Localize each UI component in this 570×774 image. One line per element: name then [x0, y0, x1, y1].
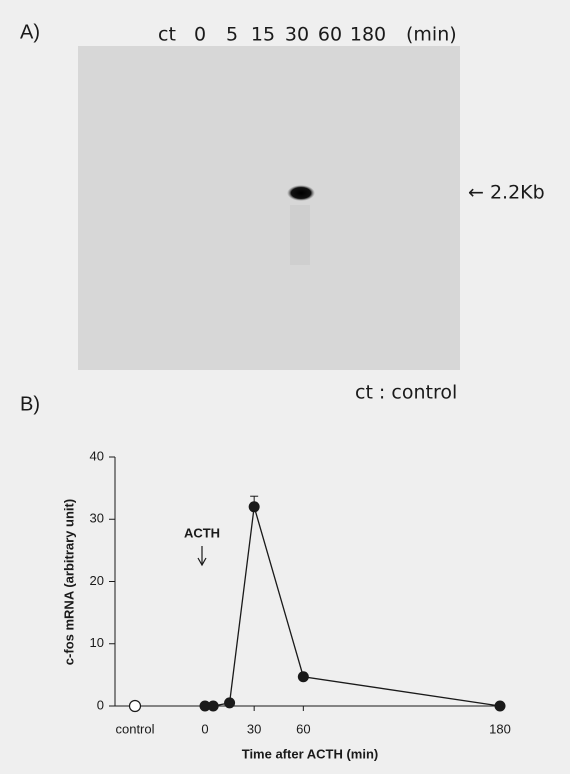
- annotation: ACTH: [184, 525, 220, 540]
- y-tick-label: 0: [97, 697, 104, 712]
- point: [208, 701, 219, 712]
- lane-label: 15: [251, 24, 275, 46]
- page: A) ct05153060180 (min) ← 2.2Kb ct : cont…: [0, 0, 570, 774]
- y-tick-label: 40: [90, 448, 104, 463]
- control-point: [130, 701, 141, 712]
- panel-label: B): [20, 393, 40, 415]
- lane-unit: (min): [406, 24, 457, 46]
- band-label: ← 2.2Kb: [468, 182, 545, 204]
- lane-label: 60: [318, 24, 342, 46]
- series-line: [205, 507, 500, 706]
- x-tick-label: control: [115, 721, 154, 736]
- lane-label: 5: [226, 24, 238, 46]
- blot-band: [287, 185, 315, 201]
- point: [495, 701, 506, 712]
- point: [224, 697, 235, 708]
- point: [298, 671, 309, 682]
- panel-label: A): [20, 21, 40, 43]
- y-tick-label: 20: [90, 573, 104, 588]
- y-tick-label: 30: [90, 511, 104, 526]
- lane-label: 180: [350, 24, 386, 46]
- x-tick-label: 0: [201, 721, 208, 736]
- lane-label: 30: [285, 24, 309, 46]
- point: [249, 501, 260, 512]
- blot-smear: [290, 205, 310, 265]
- figure: A) ct05153060180 (min) ← 2.2Kb ct : cont…: [0, 0, 570, 774]
- x-tick-label: 60: [296, 721, 310, 736]
- blot: [78, 46, 460, 370]
- footnote: ct : control: [355, 382, 457, 404]
- y-tick-label: 10: [90, 635, 104, 650]
- lane-label: ct: [158, 24, 176, 46]
- x-tick-label: 30: [247, 721, 261, 736]
- lane-label: 0: [194, 24, 206, 46]
- y-axis-label: c-fos mRNA (arbitrary unit): [61, 499, 76, 665]
- x-tick-label: 180: [489, 721, 511, 736]
- x-axis-label: Time after ACTH (min): [242, 746, 379, 761]
